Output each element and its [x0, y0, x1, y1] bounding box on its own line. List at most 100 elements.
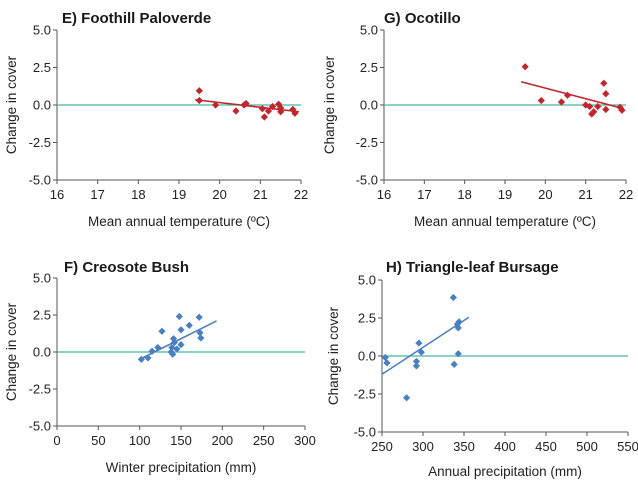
data-point — [144, 354, 152, 362]
x-tick-label: 19 — [172, 187, 186, 202]
y-tick-label: -5.0 — [29, 173, 51, 188]
data-point — [212, 101, 220, 109]
y-tick-label: 0.0 — [33, 345, 51, 360]
data-point — [195, 96, 203, 105]
chart-panel-f: F) Creosote Bush 5.0 2.5 0.0 -2.5 -5.00 50 100 1… — [4, 259, 316, 475]
x-tick-label: 150 — [170, 433, 192, 448]
data-point — [148, 347, 156, 355]
data-point — [557, 98, 566, 106]
y-tick-label: -2.5 — [29, 135, 51, 150]
data-point — [412, 362, 421, 370]
x-tick-label: 22 — [619, 187, 633, 202]
data-point — [383, 359, 391, 367]
data-point — [175, 312, 183, 321]
data-point — [196, 329, 204, 337]
x-tick-label: 400 — [494, 439, 516, 454]
y-tick-label: 0.0 — [33, 98, 51, 113]
data-point — [275, 100, 283, 108]
data-point — [277, 104, 285, 112]
y-tick-label: -5.0 — [29, 419, 51, 434]
data-point — [403, 394, 411, 402]
x-tick-label: 300 — [294, 433, 316, 448]
chart-title: E) Foothill Paloverde — [62, 10, 211, 27]
x-axis-label: Winter precipitation (mm) — [106, 460, 257, 475]
chart-panel-g: G) Ocotillo 5.0 2.5 0.0 -2.5 -5.016 17 18 19 20 21… — [322, 10, 633, 229]
x-tick-label: 250 — [253, 433, 275, 448]
x-tick-label: 18 — [457, 187, 471, 202]
y-tick-label: 2.5 — [33, 308, 51, 323]
y-tick-label: 0.0 — [360, 98, 378, 113]
data-point — [602, 105, 610, 114]
x-tick-label: 350 — [453, 439, 475, 454]
y-tick-label: 5.0 — [358, 273, 376, 288]
data-point — [381, 353, 389, 362]
data-point — [158, 327, 166, 335]
data-point — [169, 350, 177, 358]
data-point — [537, 96, 545, 105]
chart-title: H) Triangle-leaf Bursage — [386, 259, 559, 276]
data-point — [563, 91, 572, 99]
y-tick-label: 2.5 — [358, 311, 376, 326]
x-tick-label: 50 — [91, 433, 105, 448]
data-point — [417, 348, 425, 356]
x-tick-label: 300 — [412, 439, 434, 454]
data-point — [264, 107, 273, 115]
data-point — [415, 339, 423, 347]
data-point — [590, 108, 598, 116]
chart-title: G) Ocotillo — [384, 10, 461, 27]
data-point — [588, 110, 596, 118]
y-axis-label: Change in cover — [326, 306, 341, 405]
data-point — [258, 105, 266, 113]
data-point — [291, 109, 299, 117]
data-point — [195, 87, 203, 95]
y-tick-label: 2.5 — [360, 60, 378, 75]
data-point — [450, 360, 458, 368]
data-point — [173, 345, 181, 353]
data-point — [260, 113, 268, 121]
data-point — [586, 102, 594, 111]
y-tick-label: 5.0 — [360, 23, 378, 38]
chart-panel-e: E) Foothill Paloverde 5.0 2.5 0.0 -2.5 -5.016… — [4, 10, 308, 229]
y-axis-label: Change in cover — [4, 55, 19, 154]
data-point — [170, 338, 178, 346]
x-tick-label: 550 — [617, 439, 638, 454]
data-point — [616, 103, 624, 111]
data-point — [277, 108, 285, 116]
data-point — [137, 355, 145, 363]
x-tick-label: 500 — [576, 439, 598, 454]
data-point — [455, 318, 463, 326]
data-point — [618, 106, 626, 114]
x-tick-label: 450 — [535, 439, 557, 454]
data-point — [242, 99, 250, 108]
trend-line — [381, 316, 470, 375]
y-tick-label: 2.5 — [33, 60, 51, 75]
data-point — [197, 334, 205, 342]
x-tick-label: 20 — [538, 187, 552, 202]
chart-panel-h: H) Triangle-leaf Bursage 5.0 2.5 0.0 -2.5 -5.… — [326, 259, 638, 479]
chart-title: F) Creosote Bush — [64, 259, 189, 276]
y-axis-label: Change in cover — [322, 55, 337, 154]
x-tick-label: 200 — [211, 433, 233, 448]
y-tick-label: -2.5 — [29, 382, 51, 397]
x-tick-label: 18 — [131, 187, 145, 202]
data-point — [600, 79, 608, 87]
x-tick-label: 17 — [90, 187, 104, 202]
y-tick-label: -2.5 — [354, 387, 376, 402]
y-tick-label: 0.0 — [358, 349, 376, 364]
x-tick-label: 16 — [50, 187, 64, 202]
x-tick-label: 21 — [578, 187, 592, 202]
data-point — [185, 321, 193, 329]
y-tick-label: -5.0 — [354, 425, 376, 440]
data-point — [582, 101, 590, 109]
x-axis-label: Mean annual temperature (ºC) — [88, 214, 270, 229]
x-tick-label: 19 — [498, 187, 512, 202]
data-point — [454, 350, 462, 358]
x-tick-label: 21 — [253, 187, 267, 202]
data-point — [412, 357, 421, 365]
y-axis-label: Change in cover — [4, 302, 19, 401]
x-tick-label: 250 — [371, 439, 393, 454]
data-point — [449, 293, 457, 302]
y-tick-label: -2.5 — [356, 135, 378, 150]
y-tick-label: -5.0 — [356, 173, 378, 188]
